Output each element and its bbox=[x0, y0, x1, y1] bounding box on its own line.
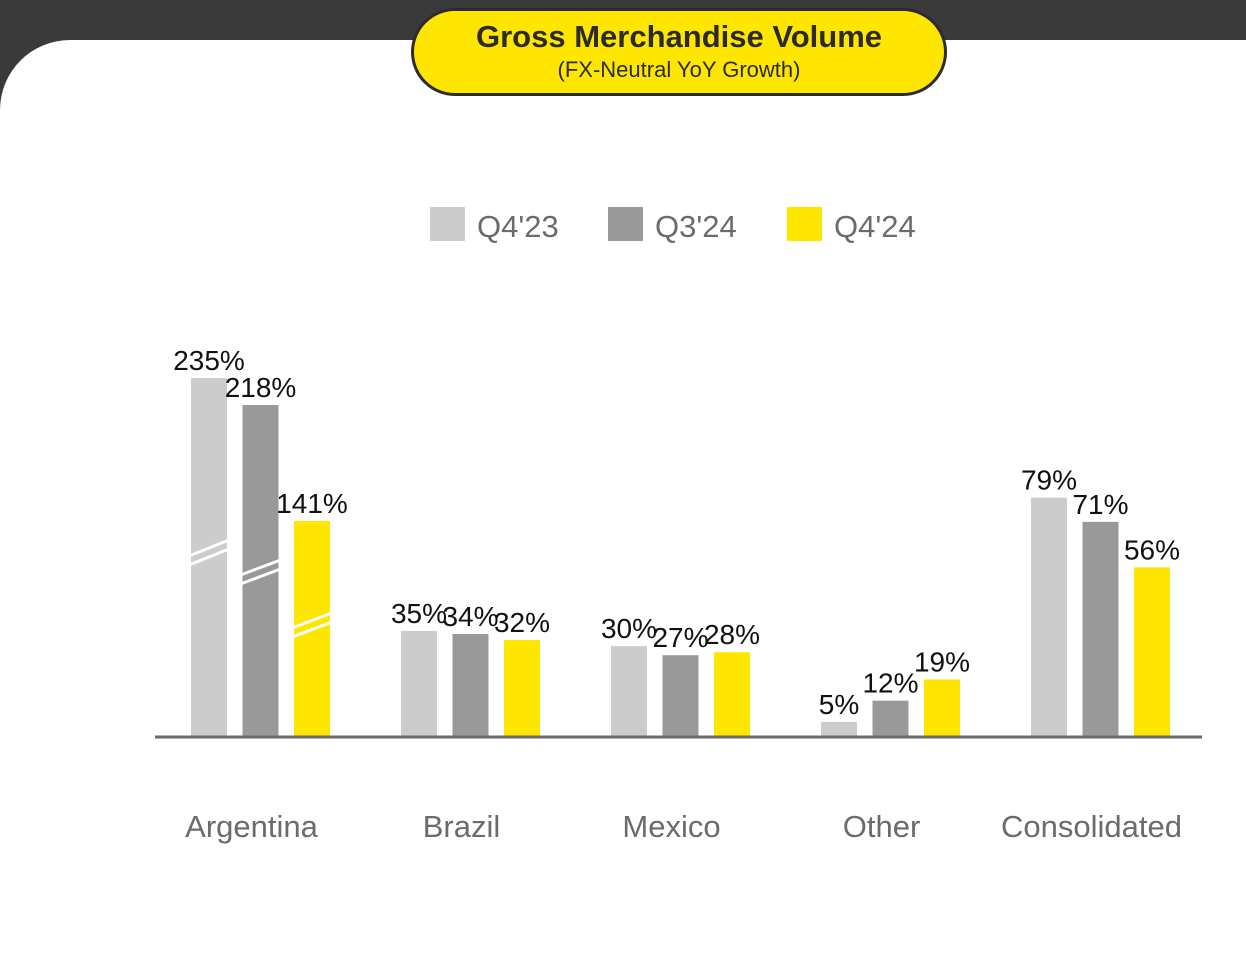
value-label-other-1: 12% bbox=[862, 668, 918, 699]
value-label-brazil-1: 34% bbox=[442, 601, 498, 632]
bar-brazil-1 bbox=[452, 633, 489, 737]
bar-brazil-0 bbox=[401, 630, 437, 737]
title-banner: Gross Merchandise Volume (FX-Neutral YoY… bbox=[411, 8, 947, 96]
value-label-other-0: 5% bbox=[819, 689, 859, 720]
value-label-consolidated-0: 79% bbox=[1021, 465, 1077, 496]
axis-break-mark bbox=[291, 620, 333, 639]
category-label-brazil: Brazil bbox=[423, 809, 501, 844]
bar-consolidated-1 bbox=[1082, 521, 1119, 737]
bar-consolidated-2 bbox=[1134, 567, 1170, 737]
value-label-mexico-0: 30% bbox=[601, 613, 657, 644]
chart-subtitle: (FX-Neutral YoY Growth) bbox=[557, 57, 801, 82]
axis-break-mark bbox=[239, 558, 282, 577]
axis-break-mark bbox=[188, 547, 230, 567]
bar-other-1 bbox=[872, 700, 909, 737]
legend-label-0: Q4'23 bbox=[477, 209, 559, 244]
axis-break-mark bbox=[188, 538, 230, 558]
value-label-brazil-2: 32% bbox=[494, 607, 550, 638]
legend-swatch-2 bbox=[787, 207, 822, 241]
value-label-consolidated-2: 56% bbox=[1124, 534, 1180, 565]
bar-consolidated-0 bbox=[1031, 497, 1067, 737]
value-label-mexico-1: 27% bbox=[652, 622, 708, 653]
value-label-mexico-2: 28% bbox=[704, 619, 760, 650]
value-label-other-2: 19% bbox=[914, 646, 970, 677]
bar-mexico-1 bbox=[662, 655, 699, 737]
bar-brazil-2 bbox=[504, 640, 540, 737]
category-label-other: Other bbox=[843, 809, 921, 844]
value-label-consolidated-1: 71% bbox=[1072, 489, 1128, 520]
bar-other-0 bbox=[821, 721, 857, 737]
chart-title: Gross Merchandise Volume bbox=[476, 19, 882, 54]
value-label-brazil-0: 35% bbox=[391, 598, 447, 629]
legend-label-2: Q4'24 bbox=[834, 209, 916, 244]
value-label-argentina-0: 235% bbox=[173, 345, 245, 376]
category-label-argentina: Argentina bbox=[185, 809, 318, 844]
axis-break-mark bbox=[291, 611, 333, 630]
legend-label-1: Q3'24 bbox=[655, 209, 737, 244]
category-label-mexico: Mexico bbox=[622, 809, 720, 844]
axis-break-mark bbox=[239, 567, 282, 586]
legend-swatch-1 bbox=[608, 207, 643, 241]
bar-mexico-0 bbox=[611, 646, 647, 737]
category-label-consolidated: Consolidated bbox=[1001, 809, 1182, 844]
bar-other-2 bbox=[924, 679, 960, 737]
value-label-argentina-1: 218% bbox=[225, 372, 297, 403]
bar-mexico-2 bbox=[714, 652, 750, 737]
legend-swatch-0 bbox=[430, 207, 465, 241]
value-label-argentina-2: 141% bbox=[276, 488, 348, 519]
